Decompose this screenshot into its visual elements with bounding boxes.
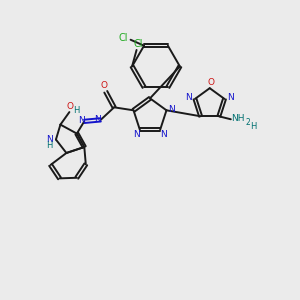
Text: H: H [250,122,257,131]
Text: O: O [67,102,74,111]
Text: Cl: Cl [133,39,143,49]
Text: N: N [133,130,140,139]
Text: N: N [78,116,85,125]
Text: N: N [46,135,53,144]
Text: Cl: Cl [119,33,128,43]
Text: N: N [160,130,167,139]
Text: H: H [46,141,52,150]
Text: NH: NH [232,114,245,123]
Text: N: N [227,93,234,102]
Text: N: N [169,105,175,114]
Text: N: N [186,93,192,102]
Text: O: O [100,81,107,90]
Text: H: H [73,106,79,115]
Text: O: O [207,78,214,87]
Text: N: N [94,115,101,124]
Text: 2: 2 [245,118,250,127]
